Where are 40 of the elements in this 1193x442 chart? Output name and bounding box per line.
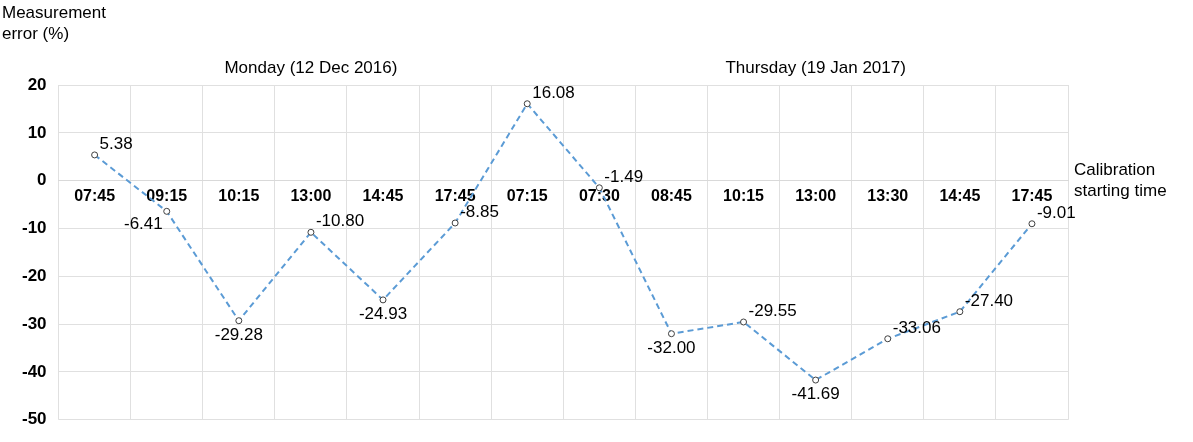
x-tick-label: 07:15 <box>506 186 548 204</box>
x-tick-label: 17:45 <box>434 186 476 204</box>
y-tick-label: 10 <box>27 122 47 142</box>
data-label: -24.93 <box>358 304 408 324</box>
y-tick-label: -30 <box>21 313 47 333</box>
data-label: -1.49 <box>604 166 644 186</box>
data-label: -29.55 <box>748 301 797 321</box>
data-label: -27.40 <box>964 290 1014 310</box>
x-tick-label: 10:15 <box>723 186 765 204</box>
data-label: -32.00 <box>647 337 696 357</box>
x-axis-title: Calibration starting time <box>1074 158 1168 201</box>
data-label: -29.28 <box>214 324 263 344</box>
x-tick-label: 07:45 <box>74 186 116 204</box>
text: Thursday (19 Jan 2017) <box>725 58 906 78</box>
x-tick-label: 13:30 <box>867 186 909 204</box>
y-tick-label: -40 <box>21 361 47 381</box>
y-tick-label: 20 <box>27 74 47 94</box>
x-tick-label: 13:00 <box>290 186 332 204</box>
data-label: -6.41 <box>123 213 163 233</box>
data-label: 5.38 <box>99 134 133 154</box>
x-tick-label: 14:45 <box>939 186 981 204</box>
data-label: -41.69 <box>791 384 840 404</box>
x-tick-label: 13:00 <box>795 186 837 204</box>
data-label: -33.06 <box>892 317 941 337</box>
data-label: -10.80 <box>315 211 365 231</box>
x-tick-label: 09:15 <box>146 186 188 204</box>
x-tick-label: 14:45 <box>362 186 404 204</box>
y-tick-label: -10 <box>21 218 47 238</box>
text: Monday (12 Dec 2016) <box>224 58 398 78</box>
data-label: 16.08 <box>532 82 575 102</box>
y-tick-label: -50 <box>21 409 47 429</box>
y-tick-label: -20 <box>21 266 47 285</box>
data-label: -8.85 <box>460 202 499 222</box>
x-tick-label: 10:15 <box>218 186 260 204</box>
y-axis-title: Measurement error (%) <box>2 2 107 44</box>
x-tick-label: 08:45 <box>650 186 692 204</box>
data-label: -9.01 <box>1036 202 1076 222</box>
x-tick-label: 17:45 <box>1011 186 1053 204</box>
x-tick-label: 07:30 <box>578 186 620 204</box>
y-tick-label: 0 <box>37 170 47 190</box>
